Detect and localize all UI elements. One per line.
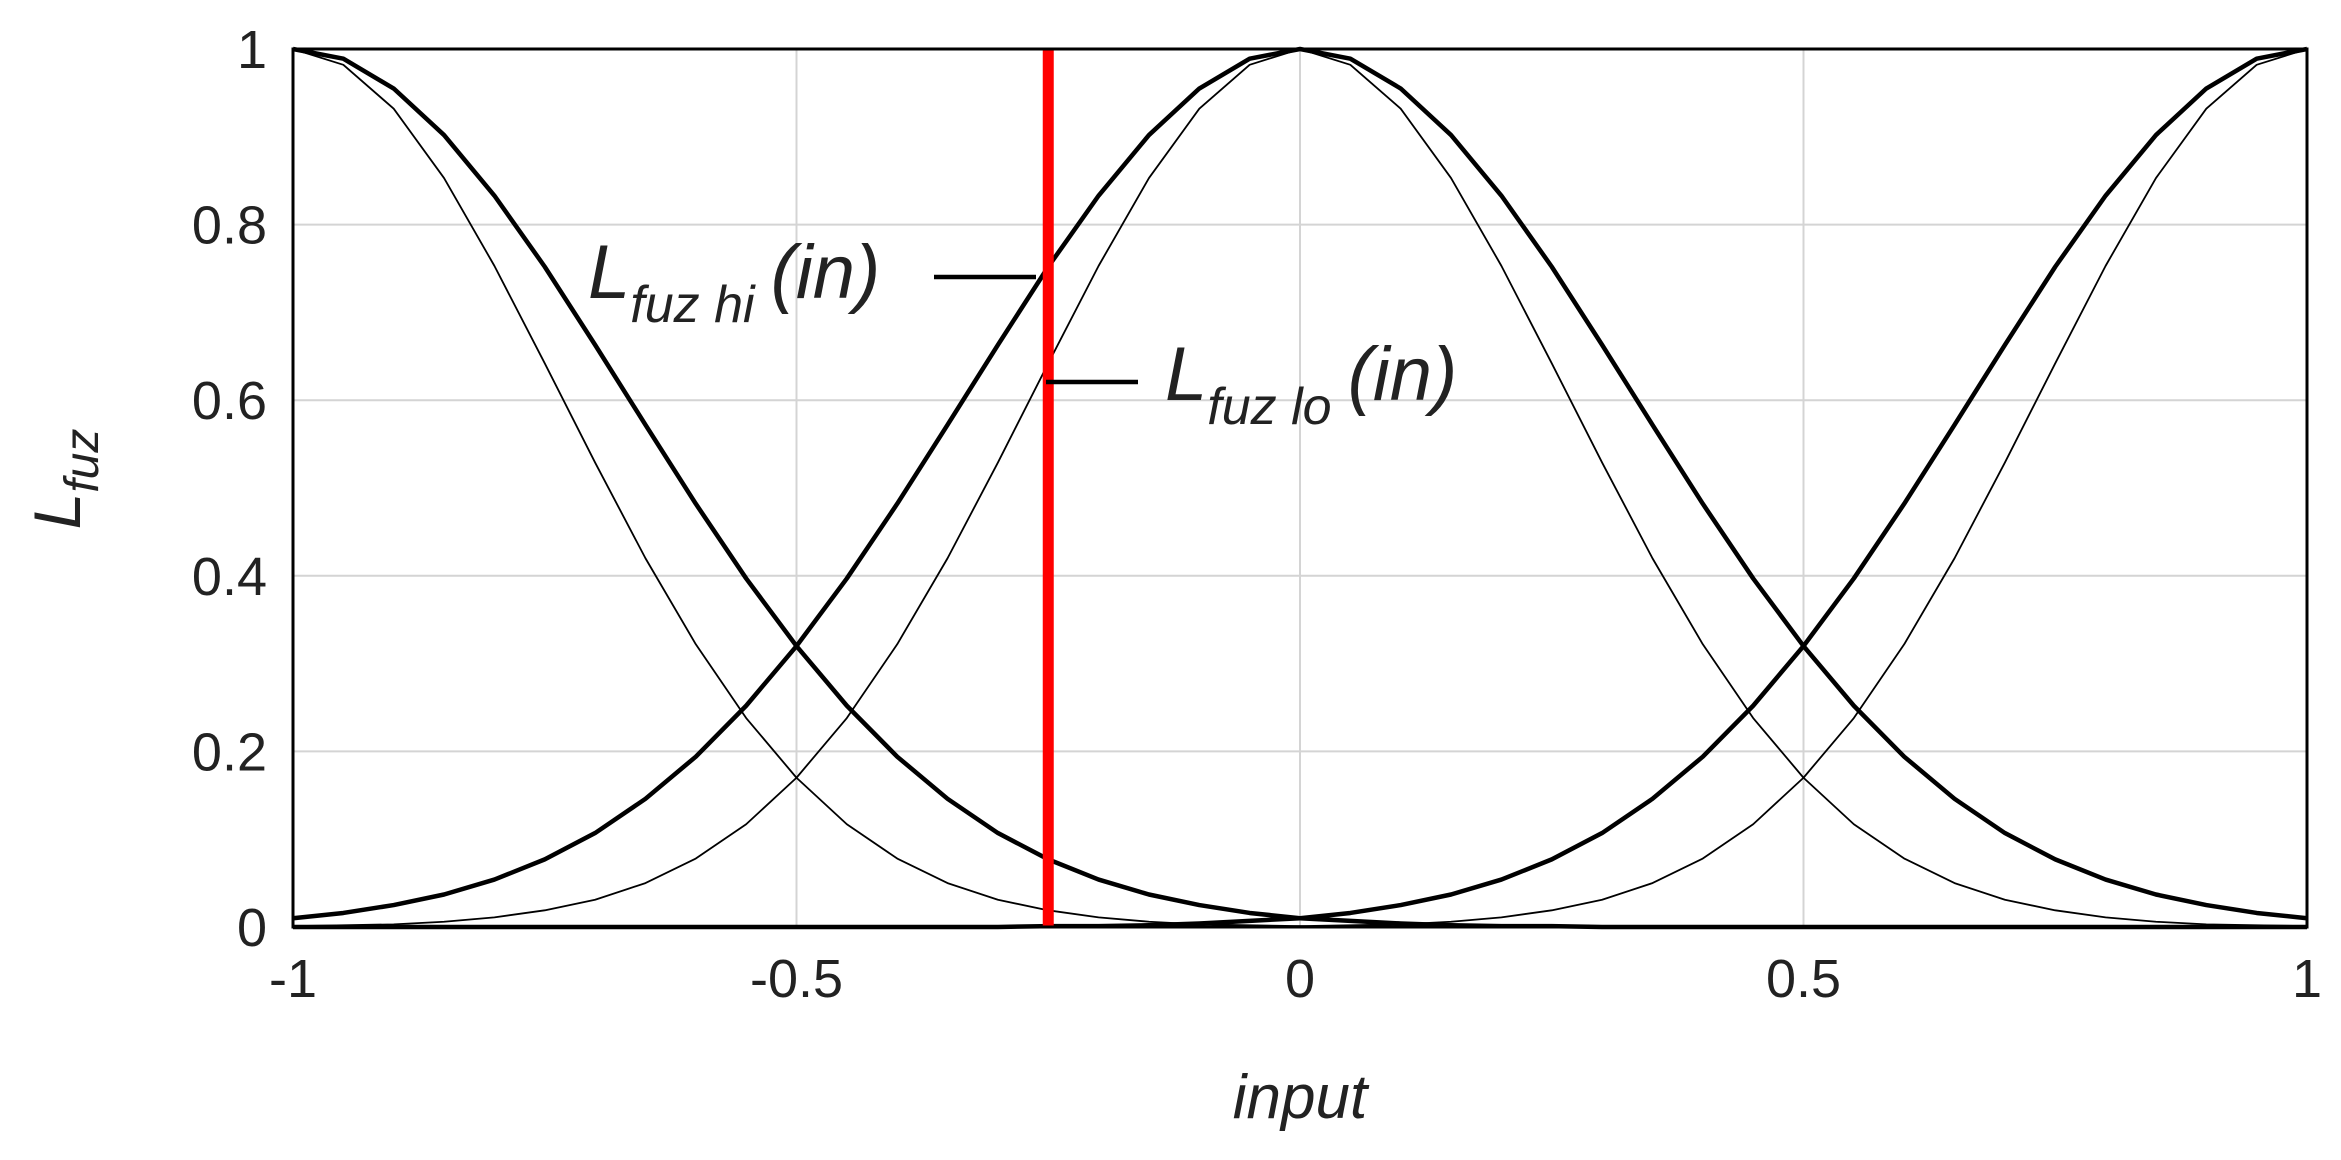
x-tick-label: 1 xyxy=(2292,949,2322,1009)
annotation-main: L xyxy=(1165,332,1207,417)
annotation-sub: fuz lo xyxy=(1207,378,1331,436)
plot-frame xyxy=(291,47,2309,929)
x-tick-label: -0.5 xyxy=(750,949,843,1009)
y-axis-label: Lfuz xyxy=(20,429,109,530)
x-axis-label: input xyxy=(1233,1063,1370,1132)
y-label-sub: fuz xyxy=(56,429,109,493)
x-tick-label: 0 xyxy=(1285,949,1315,1009)
annotation-main: L xyxy=(588,230,630,315)
x-tick-label: -1 xyxy=(269,949,317,1009)
y-tick-label: 0 xyxy=(237,898,267,958)
y-tick-label: 1 xyxy=(237,20,267,80)
y-tick-label: 0.4 xyxy=(192,547,267,607)
annotation: Lfuz hi (in) xyxy=(588,230,880,334)
annotation-suffix: (in) xyxy=(771,230,881,315)
y-tick-label: 0.6 xyxy=(192,371,267,431)
annotation-sub: fuz hi xyxy=(630,276,756,334)
x-tick-label: 0.5 xyxy=(1766,949,1841,1009)
y-tick-label: 0.8 xyxy=(192,196,267,256)
y-label-main: L xyxy=(20,493,94,530)
annotation-suffix: (in) xyxy=(1348,332,1458,417)
annotation: Lfuz lo (in) xyxy=(1165,332,1457,436)
y-tick-label: 0.2 xyxy=(192,722,267,782)
